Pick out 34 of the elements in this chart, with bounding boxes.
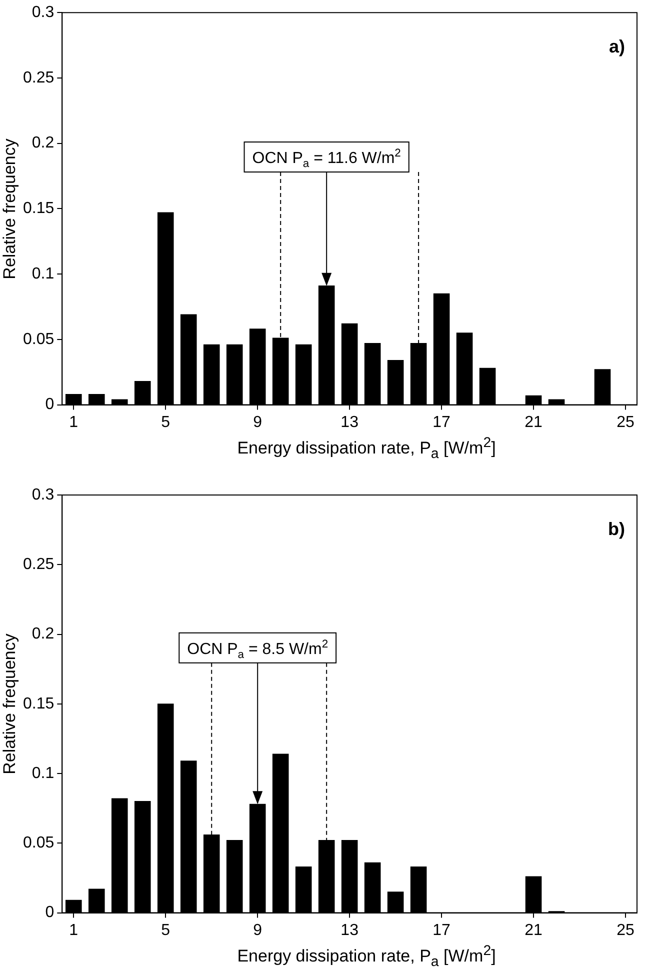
y-tick-label: 0.15: [23, 200, 54, 218]
x-tick-label: 21: [524, 922, 543, 939]
y-tick-label: 0.25: [23, 556, 54, 574]
y-tick-label: 0: [45, 904, 54, 922]
x-tick-label: 17: [432, 922, 451, 939]
x-tick-label: 1: [69, 922, 78, 939]
x-axis-title: Energy dissipation rate, P$_{a}$ [W/m$^{2}$]: [236, 435, 497, 462]
y-tick-label: 0.3: [32, 486, 54, 504]
y-tick-label: 0.1: [32, 764, 54, 782]
y-axis-title: Relative frequency: [0, 634, 20, 774]
x-tick-label: 1: [69, 414, 78, 431]
x-tick-label: 21: [524, 414, 543, 431]
x-tick-label: 9: [253, 414, 262, 431]
x-tick-label: 13: [340, 414, 359, 431]
x-tick-label: 5: [161, 922, 170, 939]
annotation: a): [608, 36, 625, 57]
x-tick-label: 17: [432, 414, 451, 431]
x-axis-title: Energy dissipation rate, P$_{a}$ [W/m$^{2}$]: [236, 943, 497, 970]
x-tick-label: 9: [253, 922, 262, 939]
y-tick-label: 0.1: [32, 265, 54, 282]
y-axis-title: Relative frequency: [0, 138, 20, 279]
y-tick-label: 0.05: [23, 330, 54, 348]
y-tick-label: 0.05: [23, 834, 54, 852]
annotation: b): [608, 519, 625, 539]
y-tick-label: 0.25: [23, 69, 54, 86]
y-tick-label: 0.15: [23, 695, 54, 712]
y-tick-label: 0.3: [32, 4, 54, 22]
y-tick-label: 0: [45, 396, 54, 414]
y-tick-label: 0.2: [32, 626, 54, 643]
x-tick-label: 25: [616, 414, 635, 431]
x-tick-label: 25: [616, 922, 635, 939]
y-tick-label: 0.2: [32, 134, 54, 152]
x-tick-label: 5: [161, 414, 170, 431]
x-tick-label: 13: [340, 922, 359, 939]
